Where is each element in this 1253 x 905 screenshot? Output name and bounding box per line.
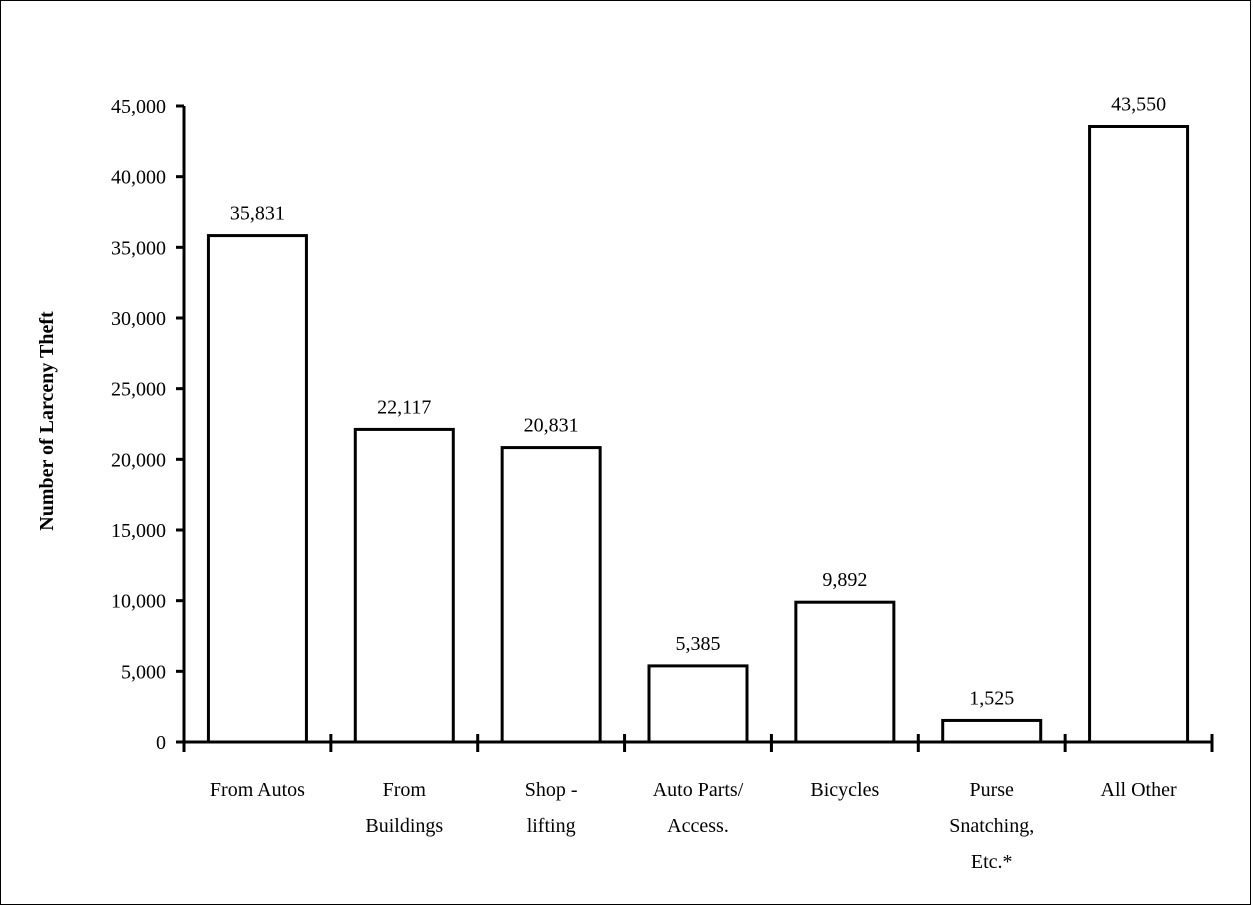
bar-value-label: 22,117 xyxy=(377,396,431,418)
bar-value-label: 35,831 xyxy=(230,203,285,225)
y-tick-label: 40,000 xyxy=(111,167,166,189)
bar xyxy=(500,446,602,744)
y-tick-label: 0 xyxy=(156,732,166,754)
x-category-label: Auto Parts/Access. xyxy=(653,779,744,837)
bar xyxy=(353,427,455,744)
bar-value-label: 1,525 xyxy=(969,687,1014,709)
bar xyxy=(794,600,896,744)
data-labels: 35,831 22,117 20,831 5,385 9,892 1,525 43,550 xyxy=(230,93,1166,709)
y-tick-label: 15,000 xyxy=(111,520,166,542)
bar-value-label: 20,831 xyxy=(524,415,579,437)
y-axis-title: Number of Larceny Theft xyxy=(36,311,58,531)
y-tick-label: 25,000 xyxy=(111,379,166,401)
bar xyxy=(1088,124,1190,744)
x-category-label: Purse Snatching, Etc.* xyxy=(949,779,1034,873)
y-tick-label: 5,000 xyxy=(121,661,166,683)
category-labels: From Autos From Buildings Shop -lifting Auto… xyxy=(210,779,1177,873)
y-tick-label: 10,000 xyxy=(111,591,166,613)
x-category-label: From Buildings xyxy=(365,779,443,837)
x-category-label: All Other xyxy=(1101,779,1177,801)
x-category-label: From Autos xyxy=(210,779,305,801)
bar-value-label: 43,550 xyxy=(1111,93,1166,115)
y-tick-label: 35,000 xyxy=(111,237,166,259)
bar xyxy=(941,718,1043,744)
bar-value-label: 9,892 xyxy=(822,569,867,591)
bar-value-label: 5,385 xyxy=(676,633,721,655)
axes xyxy=(182,106,1214,752)
x-category-label: Bicycles xyxy=(810,779,879,801)
bar xyxy=(206,234,308,744)
y-axis-ticks: 0 5,000 10,000 15,000 20,000 25,000 30,000 35,0… xyxy=(111,96,184,754)
bar xyxy=(647,664,749,744)
y-tick-label: 30,000 xyxy=(111,308,166,330)
y-tick-label: 45,000 xyxy=(111,96,166,118)
y-tick-label: 20,000 xyxy=(111,449,166,471)
x-category-label: Shop -lifting xyxy=(525,779,578,837)
